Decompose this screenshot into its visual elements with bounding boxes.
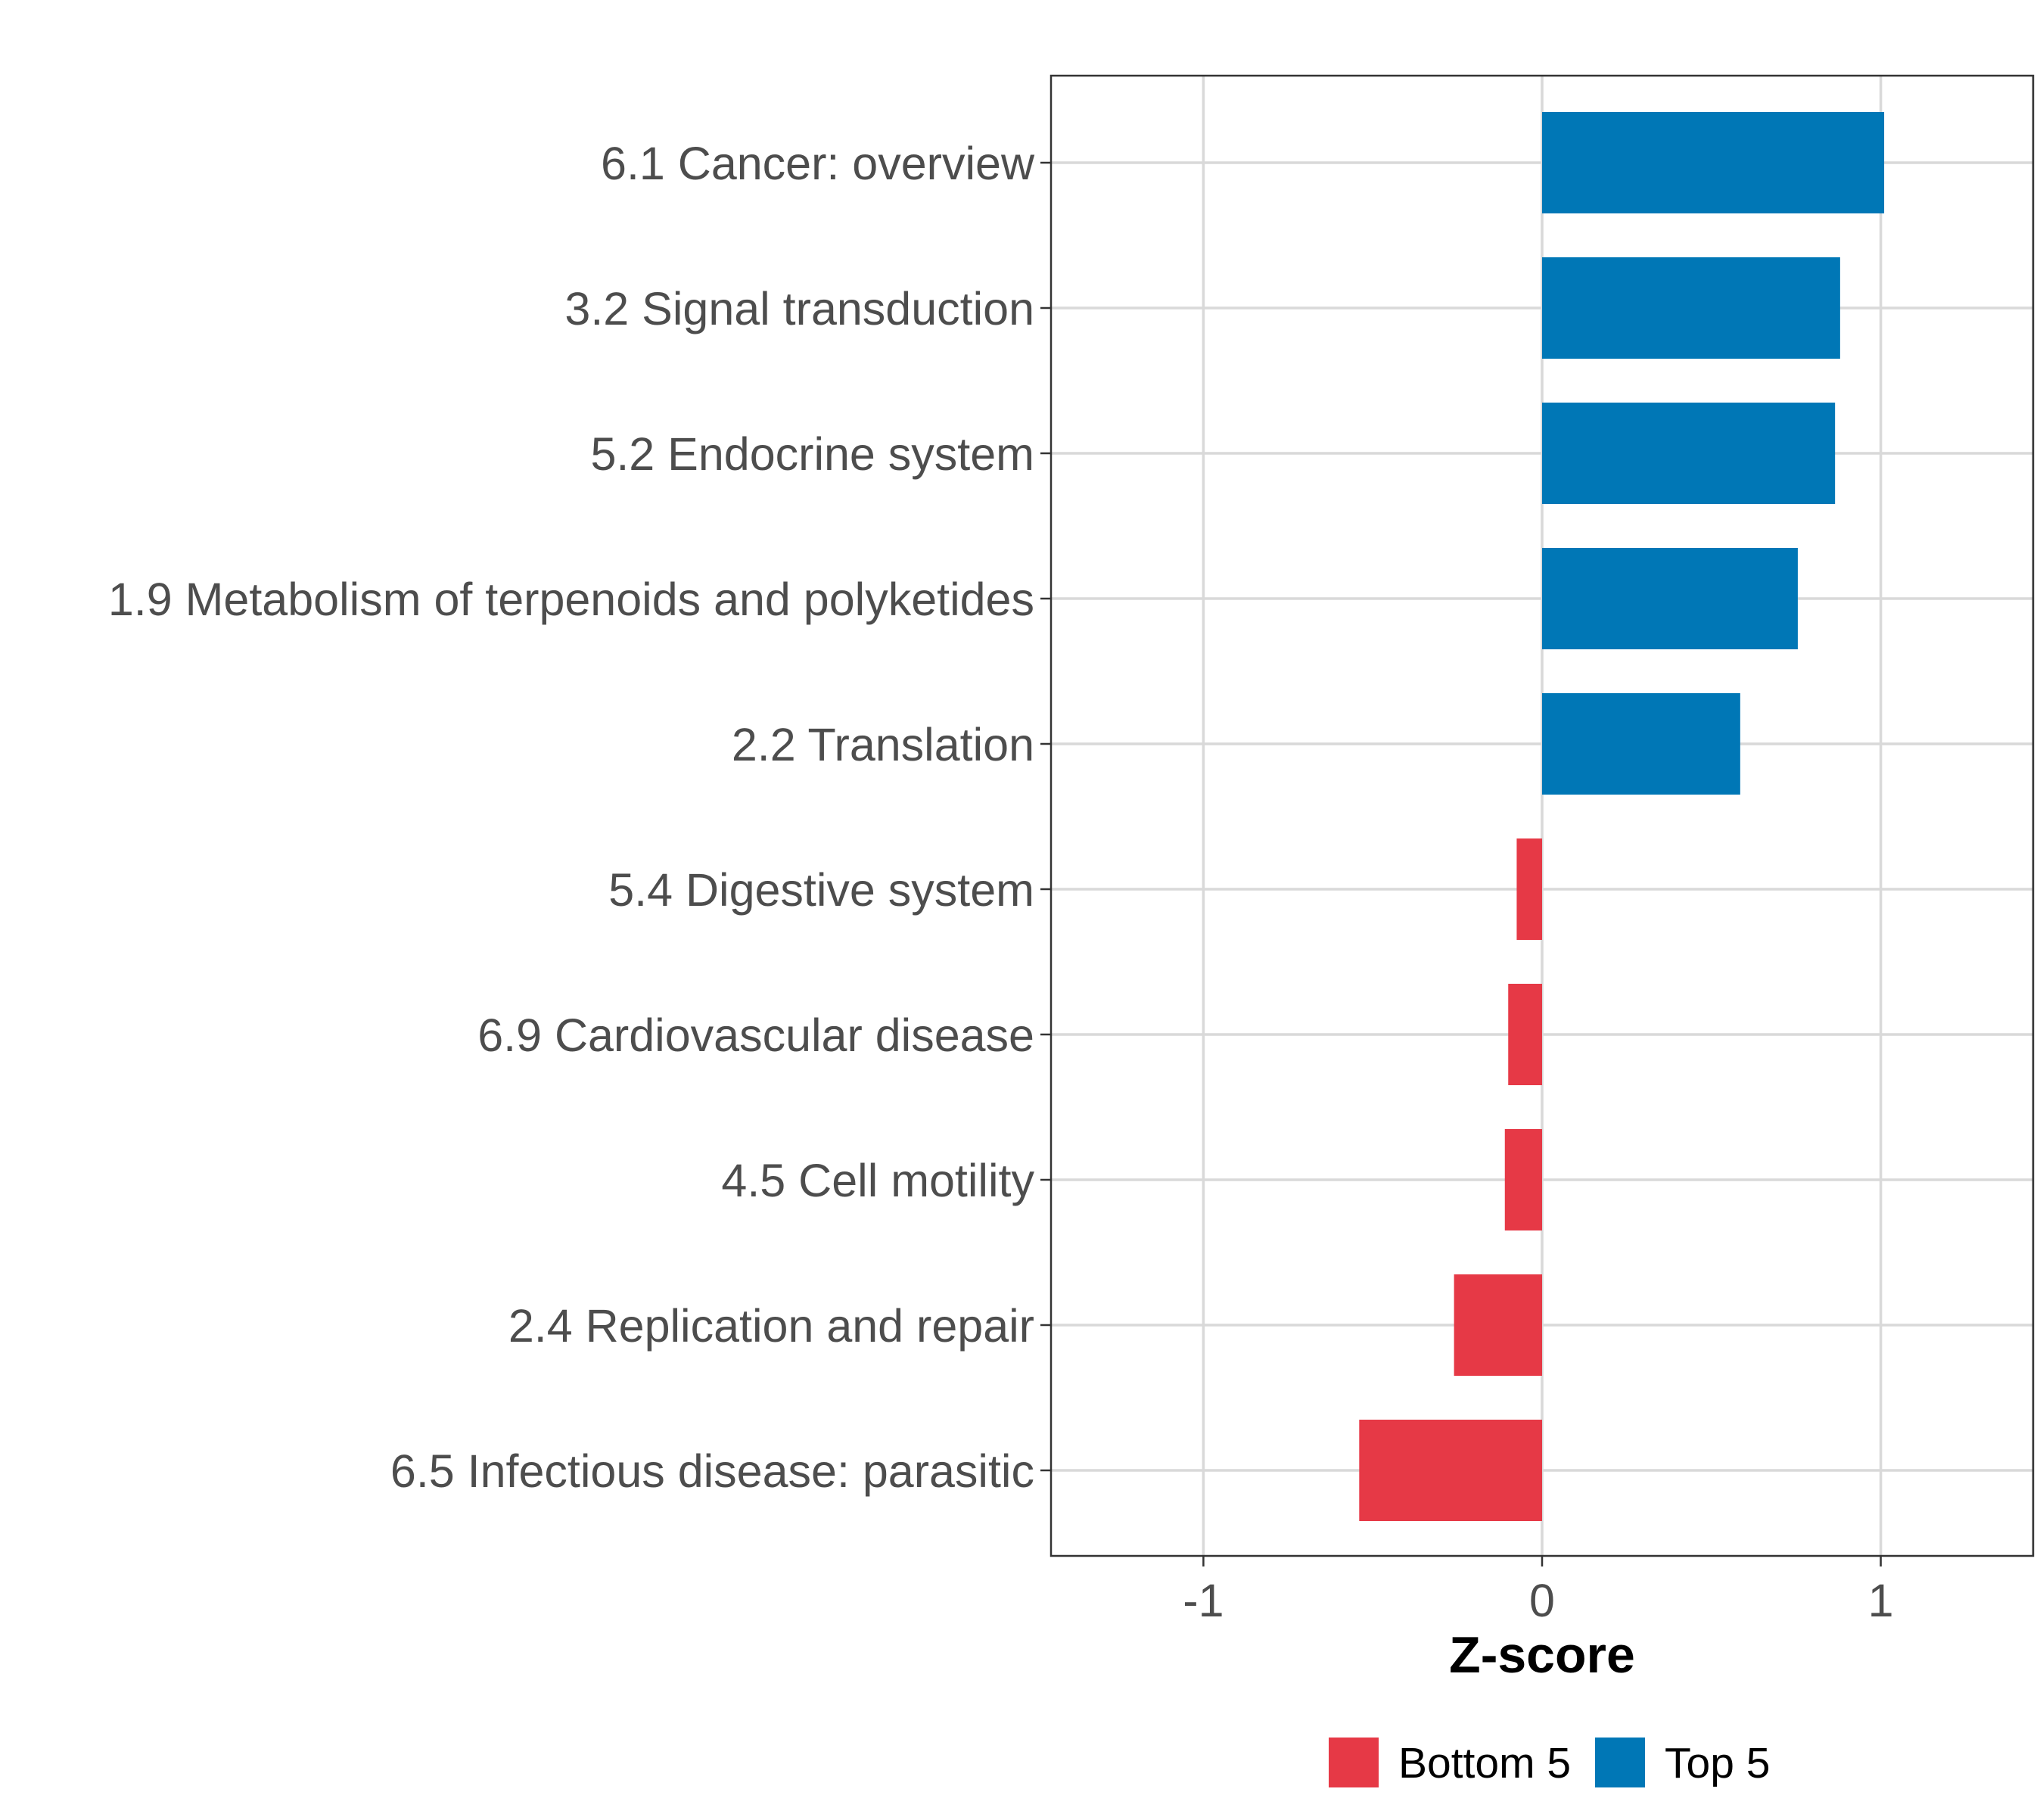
bar [1454, 1274, 1542, 1376]
legend-label: Top 5 [1665, 1739, 1770, 1787]
bar [1542, 693, 1740, 795]
category-label: 2.2 Translation [732, 719, 1034, 770]
bar [1542, 112, 1885, 213]
category-label: 3.2 Signal transduction [564, 283, 1034, 334]
category-label: 1.9 Metabolism of terpenoids and polyket… [108, 574, 1034, 625]
x-axis: -1 0 1 [1183, 1556, 1894, 1626]
x-axis-title: Z-score [1449, 1626, 1635, 1684]
legend-swatch [1329, 1738, 1379, 1787]
bar [1359, 1420, 1542, 1521]
category-label: 4.5 Cell motility [721, 1155, 1034, 1206]
category-label: 5.4 Digestive system [608, 864, 1034, 916]
bar [1542, 548, 1798, 649]
legend-label: Bottom 5 [1398, 1739, 1571, 1787]
bar [1542, 403, 1836, 504]
legend: Bottom 5 Top 5 [1329, 1738, 1770, 1787]
bar [1504, 1129, 1542, 1230]
y-axis: 6.1 Cancer: overview 3.2 Signal transduct… [108, 138, 1051, 1497]
x-tick-label: 1 [1868, 1575, 1894, 1626]
x-tick-label: 0 [1529, 1575, 1555, 1626]
category-label: 6.9 Cardiovascular disease [477, 1010, 1034, 1061]
category-label: 5.2 Endocrine system [590, 428, 1034, 480]
category-label: 2.4 Replication and repair [508, 1300, 1034, 1352]
bar [1516, 838, 1542, 940]
category-label: 6.1 Cancer: overview [601, 138, 1035, 189]
legend-swatch [1595, 1738, 1645, 1787]
category-label: 6.5 Infectious disease: parasitic [390, 1445, 1034, 1497]
bar [1542, 257, 1840, 359]
bar [1508, 984, 1542, 1085]
bars [1359, 112, 1885, 1521]
x-tick-label: -1 [1183, 1575, 1224, 1626]
